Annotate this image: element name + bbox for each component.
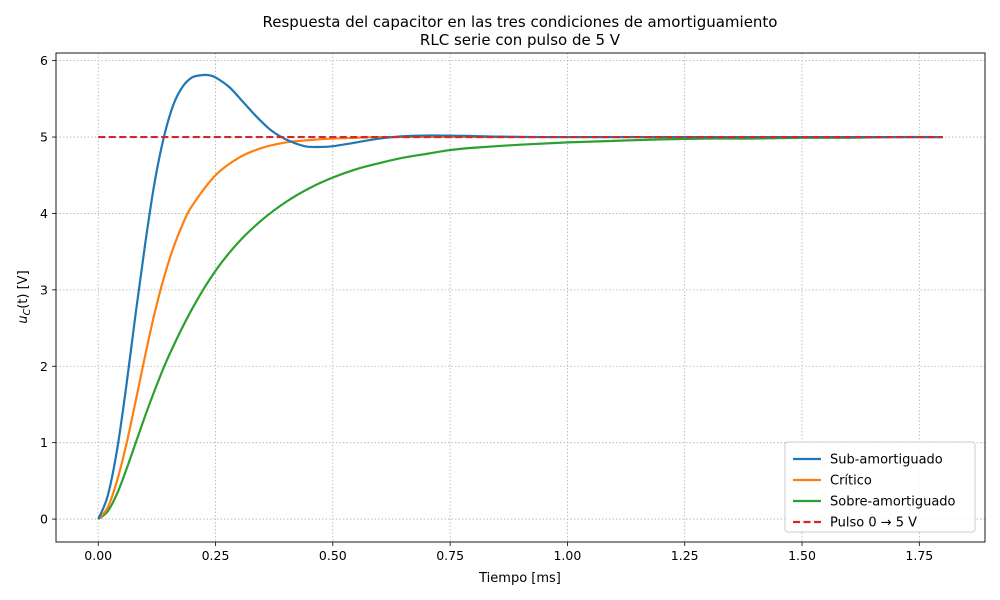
tick-marks: 0.00 0.25 0.50 0.75 1.00 1.25 1.50 1.75 0 1 2 3 4 5 6 [40,53,933,563]
legend-label: Sobre-amortiguado [830,495,956,510]
y-tick-label: 0 [40,512,48,527]
x-tick-label: 0.25 [202,548,230,563]
legend-label: Crítico [830,474,872,489]
x-tick-label: 0.75 [436,548,464,563]
x-tick-label: 1.25 [671,548,699,563]
x-tick-label: 1.00 [553,548,581,563]
legend: Sub-amortiguado Crítico Sobre-amortiguado P… [784,441,976,533]
y-axis-label: uC(t) [V] [16,270,33,323]
series-lines [97,73,943,520]
x-tick-label: 0.50 [319,548,347,563]
y-tick-label: 2 [40,359,48,374]
y-axis-label-sub: C [22,308,33,315]
plot-frame [55,52,986,543]
chart-title: Respuesta del capacitor en las tres cond… [263,13,778,31]
y-axis-label-rest: (t) [V] [16,270,31,308]
series-line-3 [97,135,943,520]
chart-subtitle: RLC serie con pulso de 5 V [420,31,621,49]
y-tick-label: 6 [40,53,48,68]
legend-box [784,441,976,533]
x-tick-label: 1.75 [905,548,933,563]
legend-label: Pulso 0 → 5 V [830,516,917,531]
x-tick-label: 0.00 [84,548,112,563]
grid-lines [56,53,985,542]
y-tick-label: 1 [40,435,48,450]
x-axis-label: Tiempo [ms] [478,571,561,586]
x-tick-label: 1.50 [788,548,816,563]
axes [55,52,986,543]
y-axis-label-var: u [16,315,31,323]
y-tick-label: 5 [40,130,48,145]
legend-label: Sub-amortiguado [830,453,943,468]
y-tick-label: 4 [40,206,48,221]
y-tick-label: 3 [40,282,48,297]
